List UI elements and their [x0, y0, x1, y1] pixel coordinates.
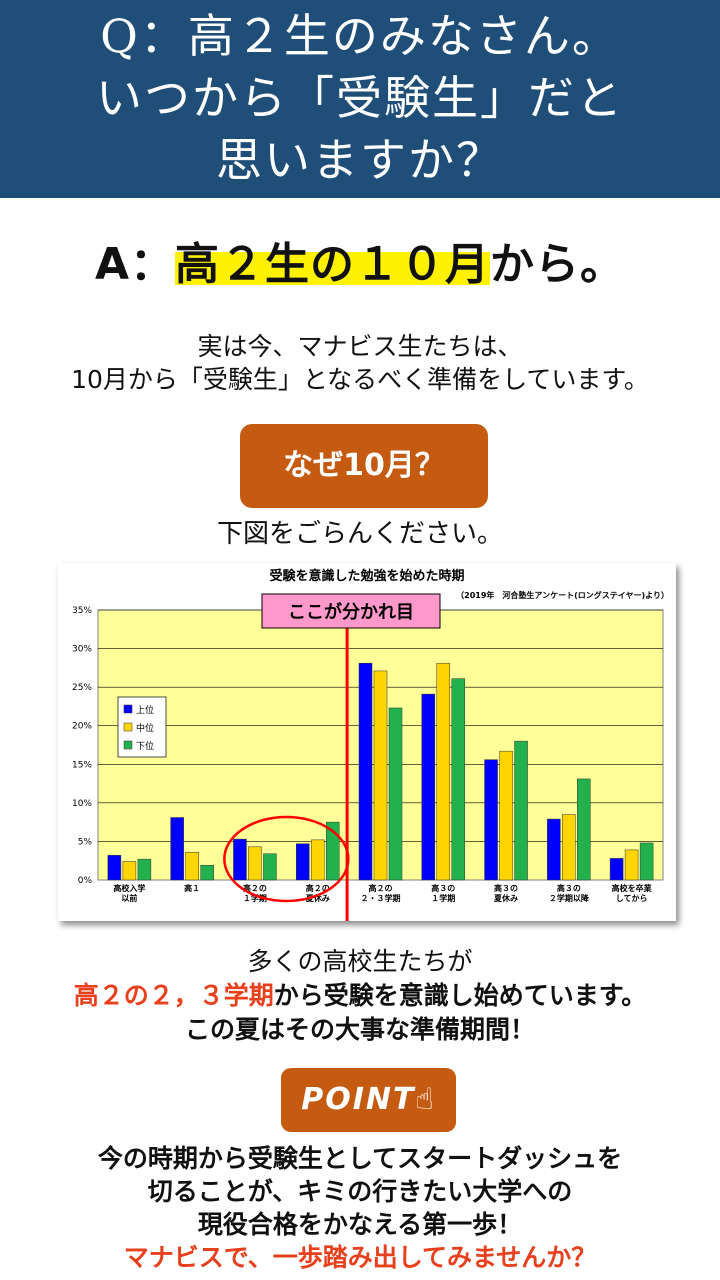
question-line-2: いつから「受験生」だと	[96, 71, 624, 125]
bar	[451, 678, 466, 881]
intro-text: 実は今、マナビス生たちは、 10月から「受験生」となるべく準備をしています。	[0, 330, 720, 396]
x-tick-label: 高３の	[494, 883, 518, 893]
explanation-line-2: から受験を意識し始めています。	[273, 981, 647, 1010]
bar	[388, 707, 403, 881]
bar	[263, 853, 277, 881]
bar	[373, 670, 388, 881]
y-tick-label: 35%	[72, 606, 92, 616]
chart-title: 受験を意識した勉強を始めた時期	[269, 568, 464, 584]
bar	[137, 858, 152, 881]
answer-suffix: から。	[490, 239, 626, 290]
x-tick-label: 高２の	[306, 883, 330, 893]
bar	[295, 843, 310, 881]
answer-highlight: 高２生の１０月	[175, 239, 491, 290]
header-banner: Q：高２生のみなさん。 いつから「受験生」だと 思いますか？	[0, 0, 720, 198]
legend-swatch	[123, 722, 133, 732]
bar	[547, 818, 561, 881]
x-tick-label: 高３の	[431, 883, 455, 893]
bar	[170, 817, 184, 881]
closing-line-2: 切ることが、キミの行きたい大学への	[147, 1177, 573, 1206]
y-tick-label: 25%	[72, 683, 92, 693]
x-tick-label: 高３の	[557, 883, 581, 893]
callout-box	[261, 593, 441, 629]
x-tick-label: 以前	[121, 893, 137, 903]
why-october-button[interactable]: なぜ10月？	[240, 424, 488, 508]
question-line-3: 思いますか？	[216, 133, 504, 187]
x-tick-label: 高２の	[369, 883, 393, 893]
legend-swatch	[123, 740, 133, 750]
see-figure-text: 下図をごらんください。	[216, 519, 503, 549]
y-tick-label: 5%	[78, 837, 93, 847]
explanation-text: 多くの高校生たちが 高２の２，３学期から受験を意識し始めています。 この夏はその…	[0, 945, 720, 1047]
bar	[562, 814, 576, 881]
bar	[325, 821, 340, 881]
legend-swatch	[123, 704, 133, 714]
bar	[185, 851, 199, 881]
x-tick-label: 高１	[184, 883, 200, 893]
closing-line-4: マナビスで、一歩踏み出してみませんか？	[123, 1243, 597, 1272]
explanation-line-3: この夏はその大事な準備期間！	[184, 1015, 535, 1044]
chart-source: （2019年 河合塾生アンケート(ロングステイヤー)より）	[456, 590, 669, 600]
y-tick-label: 15%	[72, 760, 92, 770]
y-tick-label: 0%	[78, 876, 93, 886]
y-tick-label: 10%	[72, 799, 92, 809]
legend-label: 下位	[136, 740, 154, 752]
legend-label: 中位	[136, 722, 154, 734]
y-tick-label: 20%	[72, 722, 92, 732]
bar	[421, 693, 436, 881]
bar	[436, 662, 451, 881]
x-tick-label: ２・３学期	[361, 893, 401, 903]
x-tick-label: 高２の	[243, 883, 267, 893]
explanation-highlight: 高２の２，３学期	[73, 981, 274, 1010]
point-button[interactable]: POINT☝	[281, 1068, 456, 1132]
bar	[310, 839, 325, 881]
bar	[514, 740, 528, 881]
chart-container: 受験を意識した勉強を始めた時期 （2019年 河合塾生アンケート(ロングステイヤー…	[58, 563, 676, 921]
legend-label: 上位	[136, 704, 154, 716]
x-tick-label: 夏休み	[305, 893, 330, 903]
bar	[609, 858, 624, 881]
question-line-1: Q：高２生のみなさん。	[100, 9, 620, 63]
x-tick-label: 高校入学	[113, 883, 145, 893]
y-tick-label: 30%	[72, 645, 92, 655]
bar	[577, 778, 591, 881]
x-tick-label: してから	[616, 894, 648, 903]
bar	[122, 861, 137, 881]
pointing-hand-icon: ☝	[415, 1082, 436, 1117]
x-tick-label: ２学期以降	[549, 893, 590, 903]
bar	[233, 838, 247, 881]
x-tick-label: １学期	[431, 893, 455, 903]
highlight-circle	[223, 815, 350, 903]
bar	[107, 855, 122, 881]
x-tick-label: １学期	[243, 893, 267, 903]
bar	[499, 750, 513, 881]
bar	[248, 846, 262, 881]
closing-line-3: 現役合格をかなえる第一歩！	[197, 1210, 523, 1239]
closing-line-1: 今の時期から受験生としてスタートダッシュを	[97, 1144, 623, 1173]
bar	[358, 662, 373, 881]
callout-label: ここが分かれ目	[288, 601, 414, 623]
bar	[200, 865, 214, 881]
bar-chart: 受験を意識した勉強を始めた時期 （2019年 河合塾生アンケート(ロングステイヤー…	[72, 568, 669, 921]
point-label: POINT	[301, 1082, 416, 1117]
explanation-line-1: 多くの高校生たちが	[247, 947, 473, 976]
intro-line-1: 実は今、マナビス生たちは、	[197, 332, 523, 361]
bar	[624, 849, 639, 881]
x-tick-label: 高校を卒業	[612, 883, 653, 893]
intro-line-2: 10月から「受験生」となるべく準備をしています。	[71, 365, 649, 394]
bar	[484, 759, 498, 881]
answer-heading: A：高２生の１０月から。	[0, 228, 720, 292]
x-tick-label: 夏休み	[493, 893, 518, 903]
answer-prefix: A：	[94, 239, 176, 290]
bar	[639, 842, 654, 881]
closing-text: 今の時期から受験生としてスタートダッシュを 切ることが、キミの行きたい大学への …	[0, 1142, 720, 1274]
